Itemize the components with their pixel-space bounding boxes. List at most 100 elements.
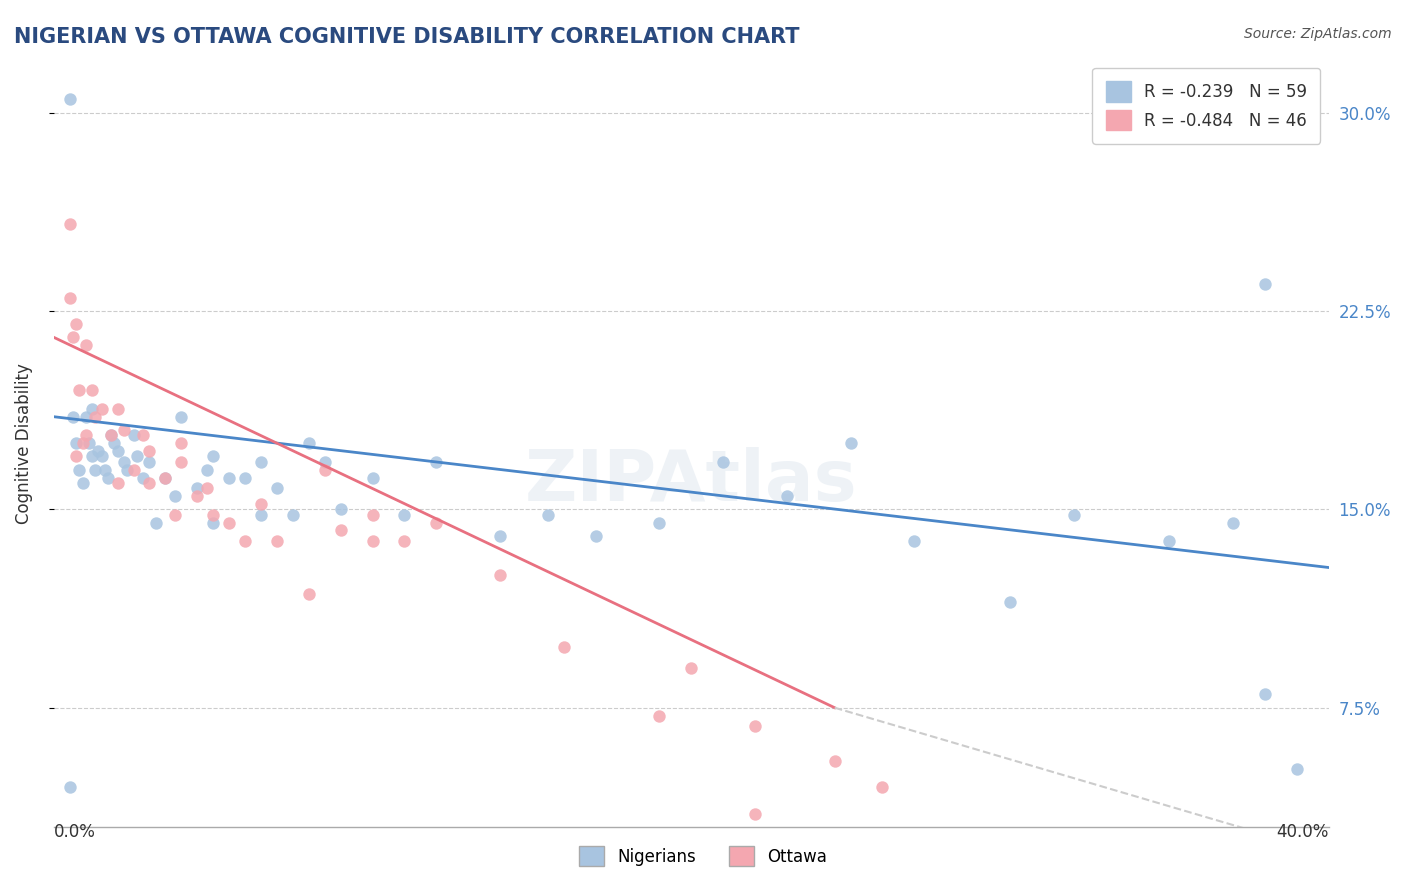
Point <box>65 317 87 331</box>
Point <box>170 409 193 424</box>
Point <box>329 524 352 538</box>
Point <box>75 428 97 442</box>
Point <box>77 436 100 450</box>
Text: 0.0%: 0.0% <box>53 823 96 841</box>
Point <box>250 455 273 469</box>
Point <box>80 401 103 416</box>
Point <box>87 444 110 458</box>
Point <box>1063 508 1085 522</box>
Point <box>585 529 607 543</box>
Point <box>138 444 160 458</box>
Y-axis label: Cognitive Disability: Cognitive Disability <box>15 363 32 524</box>
Point <box>103 436 125 450</box>
Point <box>1159 534 1181 549</box>
Point <box>75 409 97 424</box>
Point <box>314 462 336 476</box>
Point <box>72 436 94 450</box>
Legend: R = -0.239   N = 59, R = -0.484   N = 46: R = -0.239 N = 59, R = -0.484 N = 46 <box>1092 68 1320 144</box>
Point <box>1285 762 1308 776</box>
Point <box>115 462 138 476</box>
Point <box>132 470 155 484</box>
Point <box>1222 516 1244 530</box>
Point <box>84 409 107 424</box>
Text: NIGERIAN VS OTTAWA COGNITIVE DISABILITY CORRELATION CHART: NIGERIAN VS OTTAWA COGNITIVE DISABILITY … <box>14 27 800 46</box>
Point <box>233 470 256 484</box>
Point <box>163 508 186 522</box>
Point <box>361 470 384 484</box>
Point <box>314 455 336 469</box>
Point <box>67 384 90 398</box>
Point <box>872 780 894 794</box>
Point <box>218 516 240 530</box>
Point <box>94 462 117 476</box>
Point <box>170 436 193 450</box>
Point <box>59 291 82 305</box>
Point <box>425 516 447 530</box>
Point <box>186 489 208 503</box>
Point <box>75 338 97 352</box>
Point <box>361 534 384 549</box>
Point <box>138 455 160 469</box>
Point <box>59 780 82 794</box>
Point <box>998 595 1021 609</box>
Point <box>711 455 734 469</box>
Point <box>839 436 862 450</box>
Point <box>155 470 177 484</box>
Point <box>744 719 766 733</box>
Point <box>163 489 186 503</box>
Legend: Nigerians, Ottawa: Nigerians, Ottawa <box>571 838 835 875</box>
Text: Source: ZipAtlas.com: Source: ZipAtlas.com <box>1244 27 1392 41</box>
Point <box>250 508 273 522</box>
Point <box>125 450 148 464</box>
Point <box>65 450 87 464</box>
Point <box>648 708 671 723</box>
Point <box>138 475 160 490</box>
Point <box>218 470 240 484</box>
Point <box>394 534 416 549</box>
Point <box>80 384 103 398</box>
Point <box>100 428 122 442</box>
Point <box>776 489 799 503</box>
Point <box>65 436 87 450</box>
Point <box>903 534 925 549</box>
Point <box>266 534 288 549</box>
Point <box>202 516 225 530</box>
Point <box>170 455 193 469</box>
Point <box>489 568 512 582</box>
Point <box>80 450 103 464</box>
Point <box>681 661 703 675</box>
Point <box>195 462 218 476</box>
Point <box>84 462 107 476</box>
Point <box>67 462 90 476</box>
Point <box>233 534 256 549</box>
Point <box>744 806 766 821</box>
Point <box>122 428 145 442</box>
Point <box>62 330 84 344</box>
Point <box>361 508 384 522</box>
Point <box>62 409 84 424</box>
Point <box>281 508 304 522</box>
Point <box>112 455 135 469</box>
Text: 40.0%: 40.0% <box>1277 823 1329 841</box>
Point <box>90 450 112 464</box>
Point <box>72 475 94 490</box>
Point <box>112 423 135 437</box>
Point <box>298 436 321 450</box>
Point <box>90 401 112 416</box>
Point <box>100 428 122 442</box>
Point <box>266 481 288 495</box>
Point <box>648 516 671 530</box>
Point <box>425 455 447 469</box>
Point <box>59 217 82 231</box>
Point <box>107 475 129 490</box>
Point <box>59 92 82 106</box>
Text: ZIPAtlas: ZIPAtlas <box>524 447 858 516</box>
Point <box>394 508 416 522</box>
Point <box>132 428 155 442</box>
Point <box>489 529 512 543</box>
Point <box>250 497 273 511</box>
Point <box>537 508 560 522</box>
Point <box>195 481 218 495</box>
Point <box>107 444 129 458</box>
Point <box>107 401 129 416</box>
